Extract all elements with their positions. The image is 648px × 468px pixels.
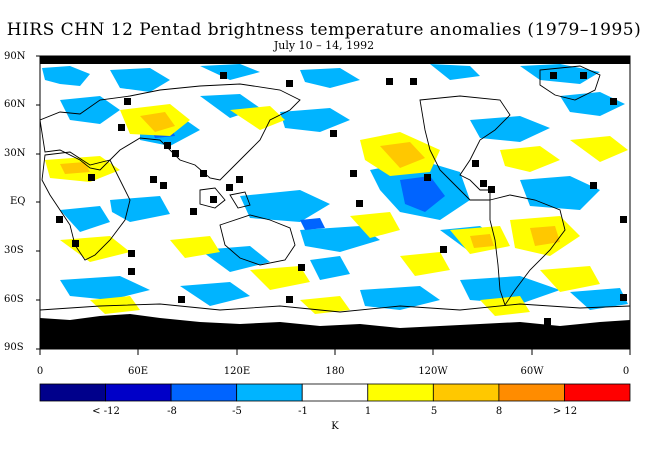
lat-label: 60S xyxy=(4,294,24,305)
colorbar-swatch xyxy=(301,383,369,402)
colorbar xyxy=(39,383,631,402)
coastlines xyxy=(40,65,630,313)
missing-data-antarctic xyxy=(40,314,630,349)
lat-label: 60N xyxy=(4,99,26,110)
lon-label: 0 xyxy=(622,366,630,377)
colorbar-swatch xyxy=(564,383,631,402)
lon-label: 120E xyxy=(223,366,251,377)
colorbar-label: 5 xyxy=(430,406,438,417)
colorbar-swatch xyxy=(39,383,106,402)
cool-anomaly-regions xyxy=(42,64,628,310)
colorbar-swatch xyxy=(498,383,565,402)
colorbar-label: 1 xyxy=(364,406,372,417)
colorbar-swatch xyxy=(367,383,434,402)
lat-label: EQ xyxy=(10,196,26,207)
colorbar-unit: K xyxy=(331,421,339,432)
missing-data-squares xyxy=(56,72,627,325)
colorbar-label: -1 xyxy=(298,406,308,417)
lat-label: 90S xyxy=(4,342,24,353)
map-subtitle: July 10 – 14, 1992 xyxy=(273,39,375,52)
colorbar-label: 8 xyxy=(495,406,503,417)
colorbar-label: -5 xyxy=(232,406,242,417)
strong-warm-regions xyxy=(60,112,560,248)
map-field xyxy=(40,56,630,349)
map-title: HIRS CHN 12 Pentad brightness temperatur… xyxy=(6,20,642,40)
colorbar-label: < -12 xyxy=(92,406,120,417)
colorbar-swatch xyxy=(105,383,172,402)
axis-ticks xyxy=(36,55,631,355)
lon-label: 0 xyxy=(36,366,44,377)
colorbar-swatch xyxy=(236,383,303,402)
colorbar-label: -8 xyxy=(167,406,177,417)
colorbar-label: > 12 xyxy=(552,406,578,417)
lat-label: 30N xyxy=(4,148,26,159)
colorbar-swatch xyxy=(170,383,238,402)
lon-label: 180 xyxy=(325,366,345,377)
colorbar-swatch xyxy=(432,383,500,402)
lon-label: 60E xyxy=(127,366,149,377)
lat-label: 30S xyxy=(4,245,24,256)
lat-label: 90N xyxy=(4,51,26,62)
lon-label: 60W xyxy=(520,366,544,377)
lon-label: 120W xyxy=(418,366,448,377)
missing-data-arctic xyxy=(40,56,630,64)
